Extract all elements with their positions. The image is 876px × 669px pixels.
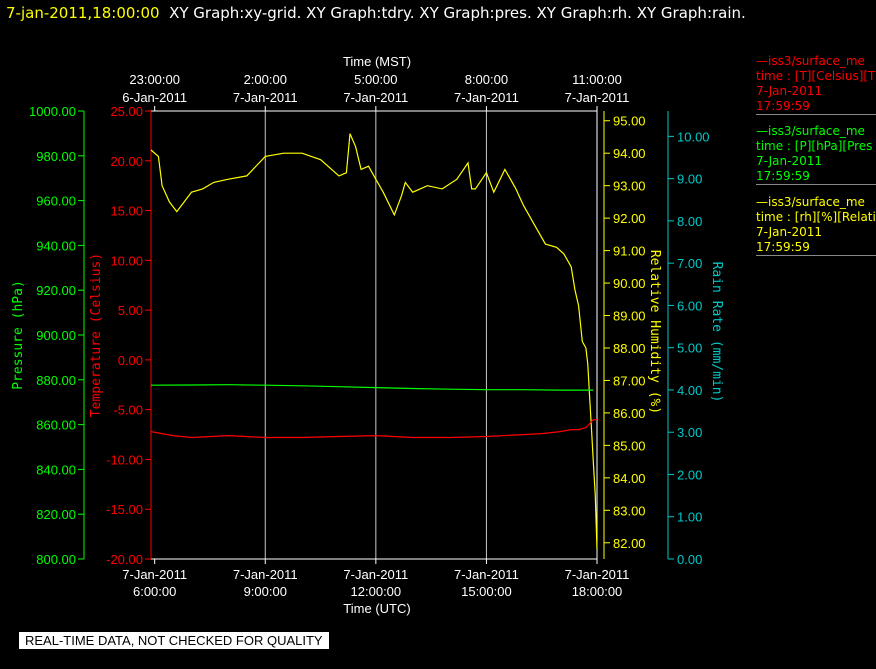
rh-tick-label: 85.00 bbox=[613, 438, 646, 453]
grid bbox=[264, 111, 487, 559]
legend-entry: —iss3/surface_me time : [T][Celsius][T 7-J… bbox=[756, 54, 876, 115]
rh-tick-label: 94.00 bbox=[613, 146, 646, 161]
x-top-tick-label: 8:00:00 bbox=[465, 72, 508, 87]
pressure-tick-label: 920.00 bbox=[36, 283, 76, 298]
pressure-axis-label: Pressure (hPa) bbox=[11, 280, 26, 390]
pressure-tick-label: 940.00 bbox=[36, 238, 76, 253]
rh-tick-label: 86.00 bbox=[613, 406, 646, 421]
rain-tick-label: 6.00 bbox=[677, 298, 702, 313]
rh-tick-label: 87.00 bbox=[613, 373, 646, 388]
legend-line: —iss3/surface_me bbox=[756, 54, 865, 68]
rain-tick-label: 1.00 bbox=[677, 510, 702, 525]
x-top-tick-label: 7-Jan-2011 bbox=[454, 90, 519, 105]
rh-tick-label: 90.00 bbox=[613, 276, 646, 291]
rh-tick-label: 82.00 bbox=[613, 536, 646, 551]
rh-axis-label: Relative Humidity (%) bbox=[647, 250, 662, 414]
x-tick-label: 7-Jan-2011 bbox=[565, 567, 630, 582]
pressure-tick-label: 980.00 bbox=[36, 149, 76, 164]
temperature-tick-label: 5.00 bbox=[118, 303, 143, 318]
x-tick-label: 7-Jan-2011 bbox=[454, 567, 519, 582]
x-top-tick-label: 7-Jan-2011 bbox=[565, 90, 630, 105]
rain-axis-label: Rain Rate (mm/min) bbox=[709, 262, 724, 403]
legend-date: 7-Jan-2011 bbox=[756, 154, 822, 168]
x-top-tick-label: 6-Jan-2011 bbox=[122, 90, 187, 105]
legend-date: 7-Jan-2011 bbox=[756, 84, 822, 98]
rain-tick-label: 3.00 bbox=[677, 425, 702, 440]
rh-tick-label: 92.00 bbox=[613, 211, 646, 226]
x-top-tick-label: 7-Jan-2011 bbox=[233, 90, 298, 105]
x-tick-label: 18:00:00 bbox=[572, 584, 623, 599]
legend-time: 17:59:59 bbox=[756, 240, 810, 254]
temperature-tick-label: 10.00 bbox=[110, 253, 143, 268]
legend-line: —iss3/surface_me bbox=[756, 124, 865, 138]
legend-entry: —iss3/surface_me time : [rh][%][Relati 7-J… bbox=[756, 195, 876, 256]
rain-tick-label: 4.00 bbox=[677, 383, 702, 398]
legend-entry: —iss3/surface_me time : [P][hPa][Pres 7-Ja… bbox=[756, 124, 876, 185]
legend-time: 17:59:59 bbox=[756, 99, 810, 113]
temperature-tick-label: -10.00 bbox=[106, 452, 143, 467]
x-top-tick-label: 11:00:00 bbox=[572, 72, 622, 87]
rh-tick-label: 88.00 bbox=[613, 341, 646, 356]
x-tick-label: 9:00:00 bbox=[244, 584, 287, 599]
rh-series-line bbox=[150, 133, 598, 550]
rain-tick-label: 0.00 bbox=[677, 552, 702, 567]
temperature-tick-label: 15.00 bbox=[110, 204, 143, 219]
plot-frame bbox=[150, 110, 598, 560]
temperature-tick-label: -5.00 bbox=[113, 403, 143, 418]
rain-tick-label: 10.00 bbox=[677, 129, 710, 144]
rain-tick-label: 9.00 bbox=[677, 172, 702, 187]
x-tick-label: 7-Jan-2011 bbox=[343, 567, 408, 582]
page-title: 7-jan-2011,18:00:00 XY Graph:xy-grid. XY… bbox=[6, 4, 746, 22]
temperature-axis-label: Temperature (Celsius) bbox=[89, 253, 104, 417]
rh-tick-label: 89.00 bbox=[613, 309, 646, 324]
pressure-tick-label: 860.00 bbox=[36, 418, 76, 433]
pressure-tick-label: 840.00 bbox=[36, 462, 76, 477]
rh-tick-label: 83.00 bbox=[613, 503, 646, 518]
x-tick-label: 7-Jan-2011 bbox=[233, 567, 298, 582]
x-tick-label: 15:00:00 bbox=[461, 584, 512, 599]
legend-var: time : [T][Celsius][T bbox=[756, 69, 876, 83]
x-tick-label: 6:00:00 bbox=[133, 584, 176, 599]
rain-tick-label: 7.00 bbox=[677, 256, 702, 271]
pressure-tick-label: 1000.00 bbox=[29, 104, 76, 119]
x-bottom-axis-label: Time (UTC) bbox=[343, 601, 410, 616]
axes: 7-Jan-2011 6:00:00 23:00:00 6-Jan-2011 7-Jan… bbox=[29, 72, 710, 599]
pressure-tick-label: 960.00 bbox=[36, 194, 76, 209]
legend-time: 17:59:59 bbox=[756, 169, 810, 183]
series-lines bbox=[150, 133, 598, 550]
legend-date: 7-Jan-2011 bbox=[756, 225, 822, 239]
rain-tick-label: 2.00 bbox=[677, 467, 702, 482]
x-top-axis-label: Time (MST) bbox=[343, 54, 411, 69]
x-tick-label: 12:00:00 bbox=[351, 584, 402, 599]
rh-tick-label: 84.00 bbox=[613, 471, 646, 486]
temperature-tick-label: 0.00 bbox=[118, 353, 143, 368]
rh-tick-label: 95.00 bbox=[613, 114, 646, 129]
graph-list: XY Graph:xy-grid. XY Graph:tdry. XY Grap… bbox=[169, 4, 746, 22]
legend-var: time : [rh][%][Relati bbox=[756, 210, 876, 224]
timestamp: 7-jan-2011,18:00:00 bbox=[6, 4, 160, 22]
temperature-tick-label: 25.00 bbox=[110, 104, 143, 119]
temperature-tick-label: 20.00 bbox=[110, 154, 143, 169]
temperature-tick-label: -20.00 bbox=[106, 552, 143, 567]
rh-tick-label: 93.00 bbox=[613, 179, 646, 194]
x-top-tick-label: 23:00:00 bbox=[129, 72, 180, 87]
pressure-tick-label: 800.00 bbox=[36, 552, 76, 567]
rain-tick-label: 8.00 bbox=[677, 214, 702, 229]
pressure-tick-label: 820.00 bbox=[36, 507, 76, 522]
rain-tick-label: 5.00 bbox=[677, 341, 702, 356]
x-top-tick-label: 2:00:00 bbox=[244, 72, 287, 87]
pressure-tick-label: 880.00 bbox=[36, 373, 76, 388]
legend-line: —iss3/surface_me bbox=[756, 195, 865, 209]
pressure-tick-label: 900.00 bbox=[36, 328, 76, 343]
x-top-tick-label: 7-Jan-2011 bbox=[343, 90, 408, 105]
x-tick-label: 7-Jan-2011 bbox=[122, 567, 187, 582]
temperature-tick-label: -15.00 bbox=[106, 502, 143, 517]
temperature-series-line bbox=[150, 419, 597, 439]
pressure-series-line bbox=[150, 384, 594, 391]
legend-var: time : [P][hPa][Pres bbox=[756, 139, 873, 153]
quality-warning: REAL-TIME DATA, NOT CHECKED FOR QUALITY bbox=[19, 632, 329, 649]
x-top-tick-label: 5:00:00 bbox=[354, 72, 397, 87]
rh-tick-label: 91.00 bbox=[613, 244, 646, 259]
